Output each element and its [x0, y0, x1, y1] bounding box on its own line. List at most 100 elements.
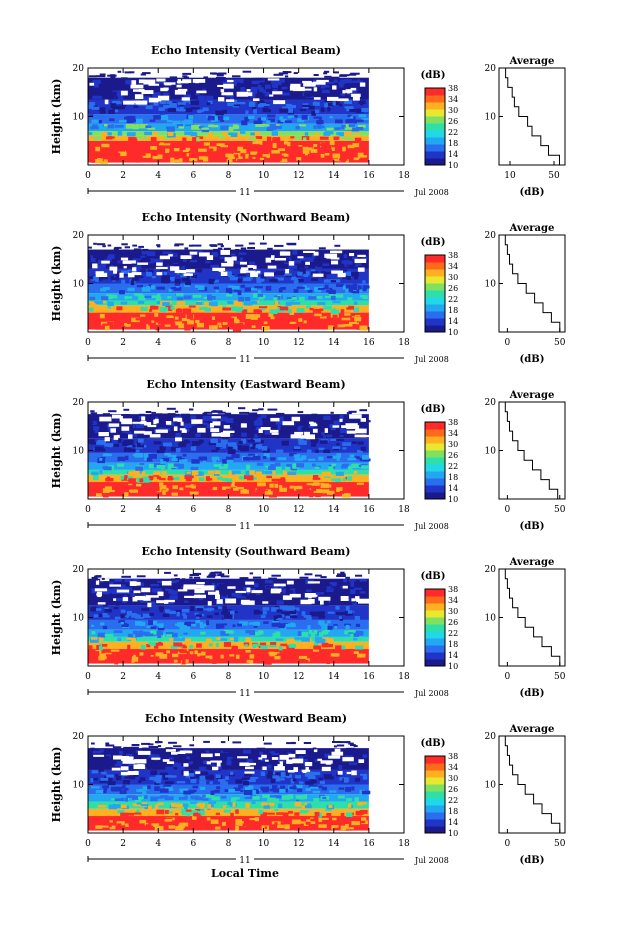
heatmap-cell: [150, 285, 155, 290]
heatmap-cell: [190, 778, 197, 784]
heatmap-cell: [251, 801, 256, 804]
heatmap-cell: [274, 244, 284, 247]
heatmap-cell: [306, 616, 312, 622]
heatmap-cell: [192, 294, 202, 298]
heatmap-cell: [101, 296, 109, 301]
heatmap-cell: [294, 812, 300, 816]
x-tick-label: 0: [85, 338, 91, 348]
heatmap-cell: [234, 761, 243, 764]
heatmap-cell: [291, 607, 300, 611]
heatmap-cell: [102, 589, 110, 595]
heatmap-cell: [117, 131, 123, 136]
heatmap-cell: [124, 321, 128, 326]
heatmap-gap: [245, 581, 255, 585]
heatmap-cell: [260, 770, 266, 776]
heatmap-cell: [109, 825, 116, 830]
heatmap-cell: [301, 805, 305, 809]
heatmap-cell: [270, 778, 275, 783]
heatmap-cell: [149, 148, 154, 152]
heatmap-cell: [299, 252, 309, 255]
heatmap-cell: [163, 92, 170, 98]
heatmap-cell: [353, 637, 358, 641]
heatmap-cell: [224, 412, 232, 415]
heatmap-cell: [314, 86, 321, 89]
heatmap-cell: [333, 649, 342, 653]
heatmap-cell: [149, 119, 156, 122]
heatmap-cell: [269, 89, 278, 92]
heatmap-cell: [274, 795, 282, 799]
heatmap-cell: [156, 582, 165, 587]
heatmap-cell: [239, 79, 244, 84]
heatmap-cell: [163, 775, 169, 780]
heatmap-cell: [355, 574, 363, 577]
heatmap-cell: [324, 75, 332, 78]
heatmap-cell: [188, 654, 197, 657]
x-tick-label: 14: [328, 338, 340, 348]
heatmap-gap: [133, 590, 141, 594]
heatmap-cell: [347, 114, 352, 117]
heatmap-cell: [166, 633, 173, 637]
heatmap-cell: [196, 651, 206, 656]
heatmap-cell: [182, 257, 187, 263]
heatmap-cell: [253, 651, 261, 656]
heatmap-cell: [88, 132, 93, 136]
x-tick-label: 4: [155, 338, 161, 348]
heatmap-cell: [188, 115, 194, 120]
heatmap-gap: [130, 260, 136, 264]
heatmap-cell: [161, 420, 169, 425]
heatmap-cell: [314, 811, 320, 817]
heatmap-cell: [332, 455, 337, 459]
heatmap-cell: [91, 119, 101, 123]
heatmap-cell: [189, 85, 198, 89]
heatmap-cell: [152, 92, 161, 98]
heatmap-cell: [355, 623, 361, 627]
colorbar-tick-label: 18: [448, 640, 458, 649]
heatmap-gap: [141, 90, 154, 94]
heatmap-cell: [99, 653, 106, 657]
heatmap-gap: [216, 599, 223, 604]
heatmap-gap: [242, 600, 255, 605]
heatmap-cell: [283, 141, 289, 145]
heatmap-cell: [96, 493, 102, 497]
average-frame: [498, 234, 566, 333]
heatmap-cell: [138, 796, 144, 800]
heatmap-cell: [353, 301, 358, 305]
heatmap-cell: [139, 621, 146, 626]
heatmap-cell: [352, 256, 358, 260]
heatmap-cell: [218, 765, 222, 770]
heatmap: [88, 740, 371, 831]
heatmap-cell: [195, 774, 201, 779]
heatmap-cell: [358, 100, 366, 105]
colorbar-tick-label: 38: [448, 84, 458, 93]
heatmap-cell: [174, 244, 180, 247]
heatmap-cell: [148, 425, 157, 429]
heatmap-cell: [360, 658, 365, 662]
heatmap-cell: [97, 632, 106, 638]
heatmap-cell: [181, 586, 185, 589]
heatmap-cell: [282, 578, 291, 583]
x-tick-label: 16: [363, 505, 375, 515]
heatmap-cell: [106, 258, 112, 262]
colorbar-tick-label: 18: [448, 473, 458, 482]
heatmap-cell: [211, 449, 218, 452]
heatmap-cell: [330, 309, 340, 314]
heatmap-layer: [88, 135, 369, 141]
heatmap-gap: [300, 599, 312, 605]
heatmap-gap: [269, 429, 279, 433]
colorbar-tick-label: 30: [448, 273, 458, 282]
heatmap-cell: [314, 466, 320, 469]
heatmap-cell: [108, 324, 113, 329]
heatmap-cell: [235, 244, 244, 247]
heatmap-gap: [155, 266, 168, 270]
heatmap-gap: [143, 431, 152, 435]
heatmap-cell: [104, 609, 112, 613]
x-tick-label: 4: [155, 672, 161, 682]
heatmap-gap: [217, 84, 230, 87]
heatmap-cell: [295, 826, 300, 831]
heatmap-cell: [345, 119, 349, 124]
heatmap-cell: [237, 278, 242, 283]
heatmap-cell: [249, 101, 256, 107]
heatmap-cell: [135, 318, 140, 321]
heatmap-cell: [146, 625, 154, 628]
heatmap-cell: [248, 412, 258, 415]
